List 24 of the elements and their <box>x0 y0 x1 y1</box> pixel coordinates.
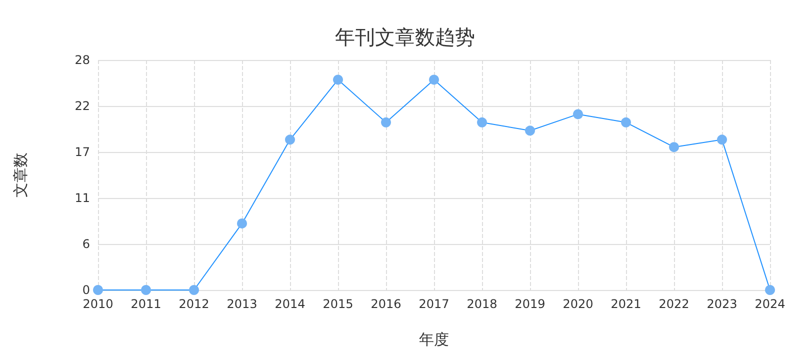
x-tick-label: 2013 <box>226 297 258 311</box>
x-tick-label: 2019 <box>514 297 546 311</box>
y-tick-label: 0 <box>82 283 90 297</box>
y-axis-title: 文章数 <box>12 152 30 198</box>
x-tick-label: 2018 <box>466 297 498 311</box>
x-tick-label: 2023 <box>706 297 738 311</box>
y-tick-label: 11 <box>74 191 90 205</box>
x-axis-title: 年度 <box>419 330 449 348</box>
x-tick-label: 2016 <box>370 297 402 311</box>
y-tick-label: 22 <box>74 99 90 113</box>
x-tick-label: 2015 <box>322 297 354 311</box>
x-tick-label: 2022 <box>658 297 690 311</box>
x-tick-label: 2017 <box>418 297 450 311</box>
y-tick-label: 17 <box>74 145 90 159</box>
x-tick-label: 2020 <box>562 297 594 311</box>
chart-title: 年刊文章数趋势 <box>335 25 475 49</box>
x-tick-label: 2011 <box>130 297 162 311</box>
y-tick-label: 6 <box>82 237 90 251</box>
x-tick-label: 2012 <box>178 297 210 311</box>
x-tick-label: 2010 <box>82 297 114 311</box>
x-tick-label: 2021 <box>610 297 642 311</box>
y-tick-label: 28 <box>74 53 90 67</box>
x-tick-label: 2024 <box>754 297 786 311</box>
x-tick-label: 2014 <box>274 297 306 311</box>
